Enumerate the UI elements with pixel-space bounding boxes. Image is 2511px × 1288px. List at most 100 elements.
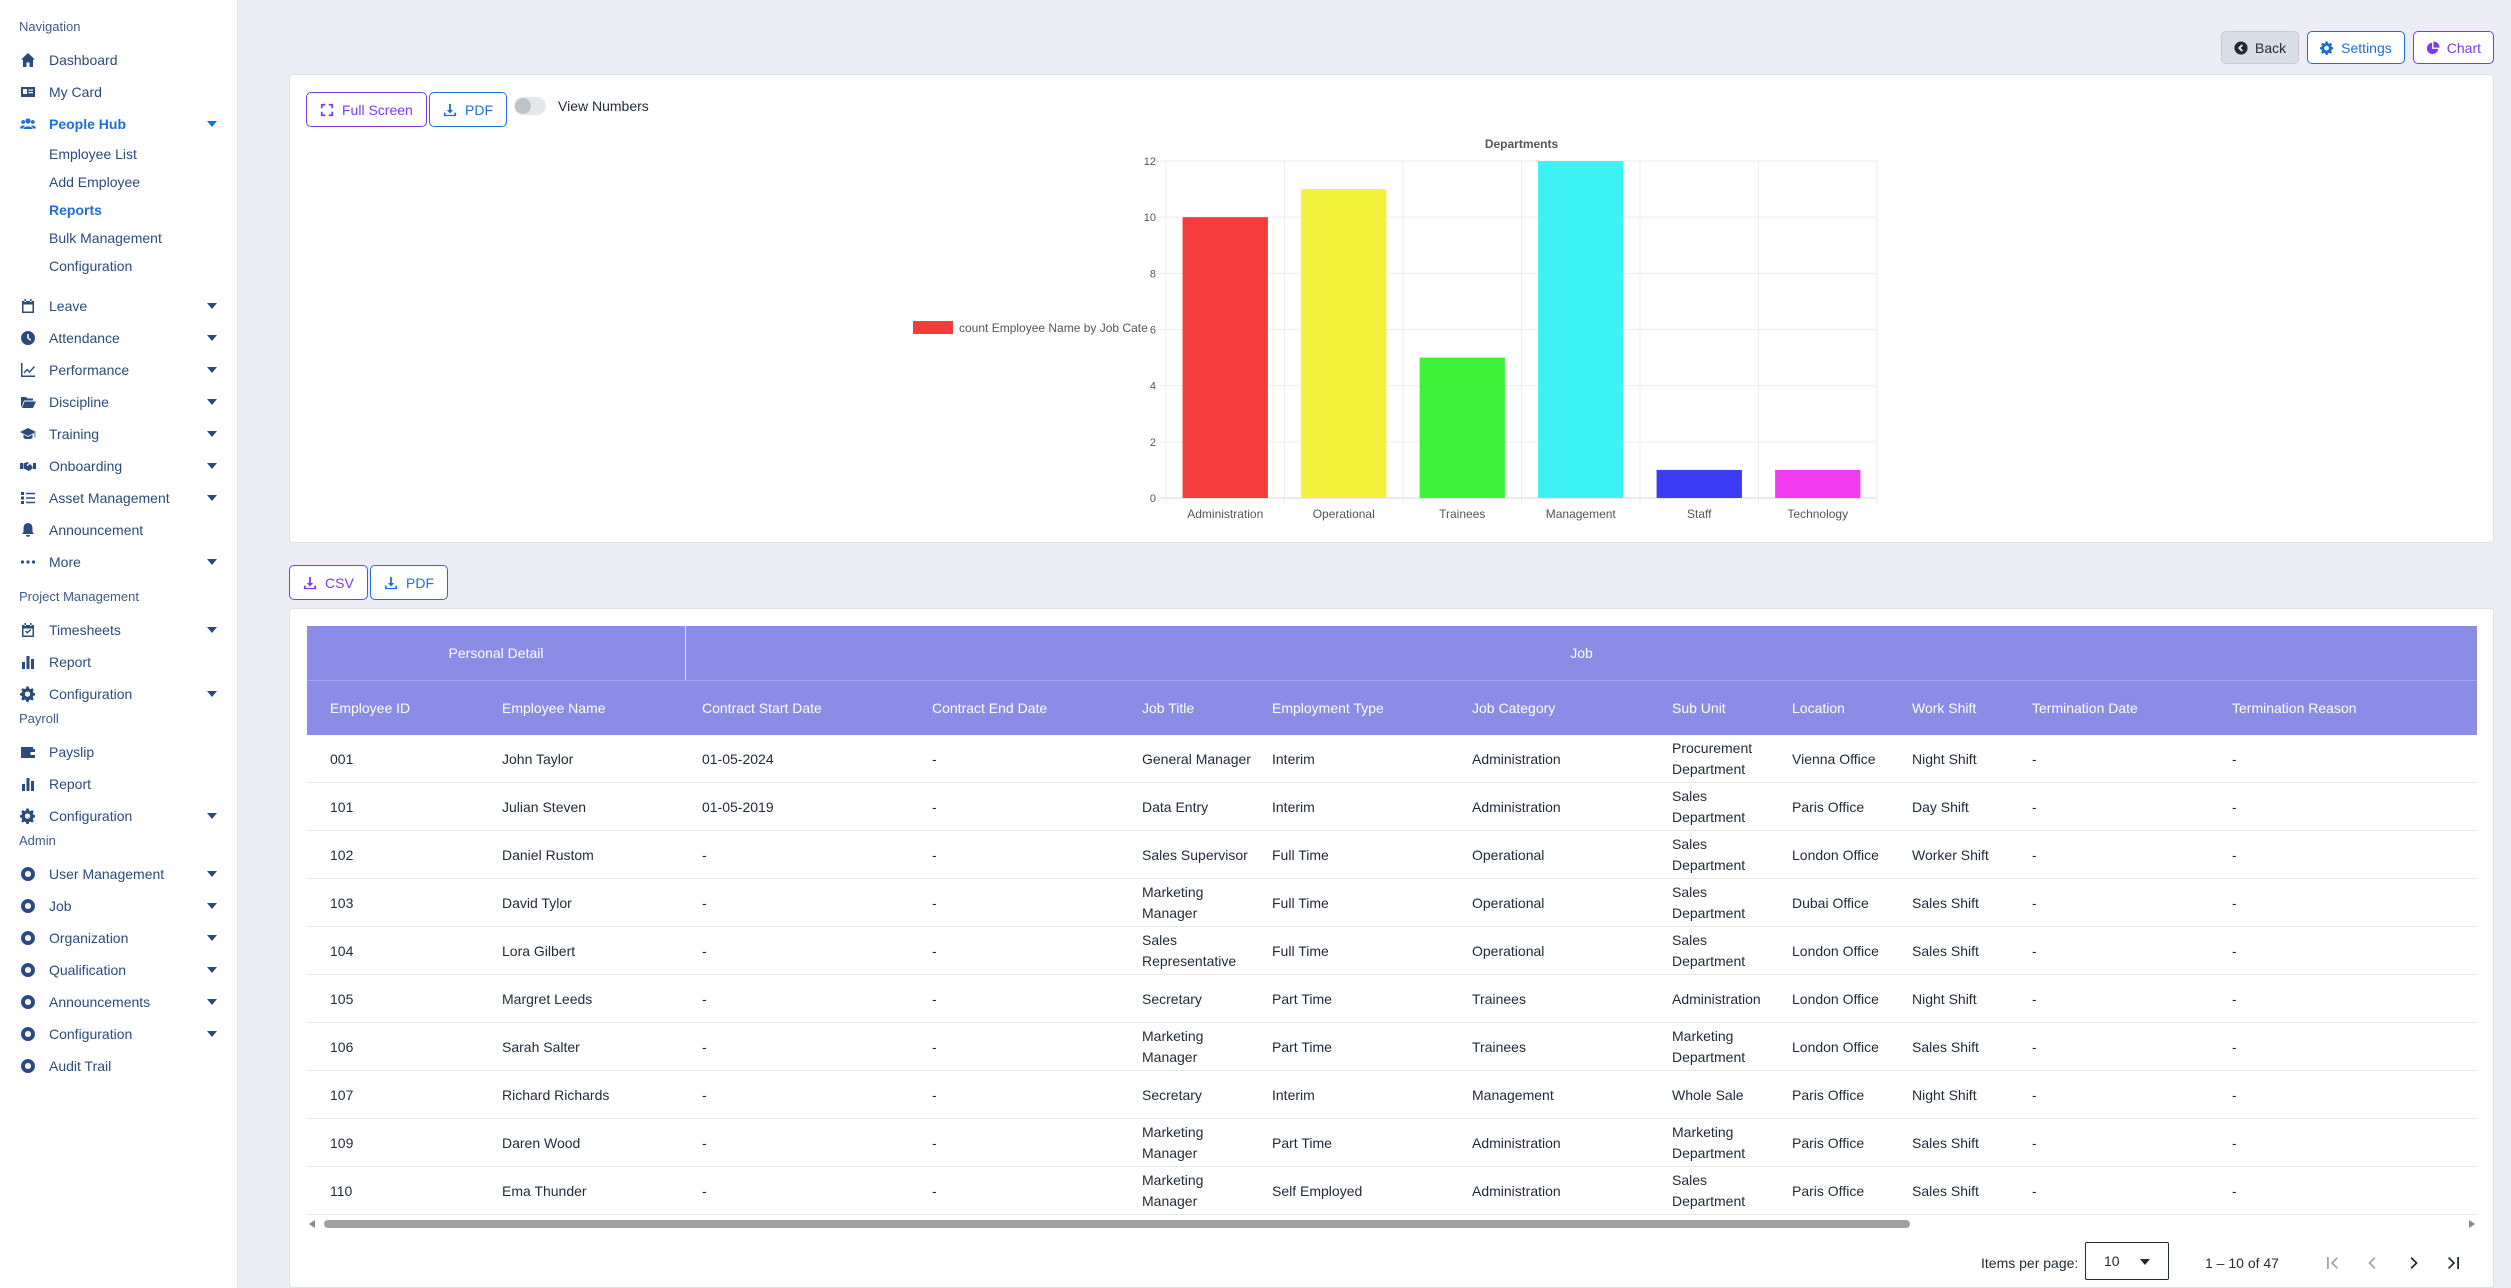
sidebar-subitem-bulk-management[interactable]: Bulk Management	[49, 230, 162, 246]
chart-pdf-button[interactable]: PDF	[429, 92, 507, 127]
sidebar-item-performance[interactable]: Performance	[0, 354, 237, 386]
sidebar-item-discipline[interactable]: Discipline	[0, 386, 237, 418]
sidebar-item-leave[interactable]: Leave	[0, 290, 237, 322]
toggle-track[interactable]	[514, 97, 546, 115]
sidebar-item-label: Attendance	[49, 330, 120, 346]
table-pdf-button[interactable]: PDF	[370, 565, 448, 600]
sidebar-item-people-hub[interactable]: People Hub	[0, 108, 237, 140]
column-header-contract-start-date[interactable]: Contract Start Date	[702, 700, 822, 716]
cell-termination-reason: -	[2232, 798, 2237, 815]
column-header-termination-reason[interactable]: Termination Reason	[2232, 700, 2357, 716]
column-header-job-category[interactable]: Job Category	[1472, 700, 1556, 716]
legend-swatch	[913, 321, 953, 334]
full-screen-button[interactable]: Full Screen	[306, 92, 427, 127]
csv-button[interactable]: CSV	[289, 565, 368, 600]
gear-icon	[19, 807, 37, 825]
sidebar-item-asset-management[interactable]: Asset Management	[0, 482, 237, 514]
table-row[interactable]: 001 John Taylor 01-05-2024 - General Manager…	[307, 735, 2477, 783]
dropdown-arrow-icon	[2140, 1259, 2150, 1265]
table-row[interactable]: 103 David Tylor - - Marketing Manager Full Ti…	[307, 879, 2477, 927]
table-row[interactable]: 107 Richard Richards - - Secretary Interim Man…	[307, 1071, 2477, 1119]
view-numbers-toggle[interactable]: View Numbers	[514, 97, 649, 115]
sidebar-item-announcements[interactable]: Announcements	[0, 986, 237, 1018]
x-tick-label: Management	[1546, 507, 1617, 521]
scroll-right-icon[interactable]	[2469, 1220, 2475, 1228]
column-header-contract-end-date[interactable]: Contract End Date	[932, 700, 1048, 716]
table-row[interactable]: 104 Lora Gilbert - - Sales Representative Ful…	[307, 927, 2477, 975]
id-card-icon	[19, 83, 37, 101]
sidebar-item-training[interactable]: Training	[0, 418, 237, 450]
items-per-page-select[interactable]: 10	[2085, 1242, 2169, 1280]
cell-termination-reason: -	[2232, 990, 2237, 1007]
gear-icon	[2320, 40, 2334, 55]
chevron-down-icon	[207, 431, 217, 437]
column-header-job-title[interactable]: Job Title	[1142, 700, 1195, 716]
sidebar-item-qualification[interactable]: Qualification	[0, 954, 237, 986]
cell-work-shift: Sales Shift	[1912, 1134, 1979, 1151]
sidebar-item-dashboard[interactable]: Dashboard	[0, 44, 237, 76]
circle-icon	[19, 961, 37, 979]
column-header-employment-type[interactable]: Employment Type	[1272, 700, 1384, 716]
back-button[interactable]: Back	[2221, 31, 2300, 64]
table-row[interactable]: 102 Daniel Rustom - - Sales Supervisor Full T…	[307, 831, 2477, 879]
first-page-icon[interactable]	[2321, 1251, 2345, 1275]
sidebar-item-my-card[interactable]: My Card	[0, 76, 237, 108]
table-row[interactable]: 106 Sarah Salter - - Marketing Manager Part T…	[307, 1023, 2477, 1071]
sidebar-item-report-pm[interactable]: Report	[0, 646, 237, 678]
column-header-termination-date[interactable]: Termination Date	[2032, 700, 2138, 716]
table-row[interactable]: 101 Julian Steven 01-05-2019 - Data Entry Int…	[307, 783, 2477, 831]
column-header-work-shift[interactable]: Work Shift	[1912, 700, 1977, 716]
scroll-thumb[interactable]	[324, 1220, 1910, 1228]
previous-page-icon[interactable]	[2361, 1251, 2385, 1275]
sidebar-item-label: Configuration	[49, 1026, 133, 1042]
sidebar-item-configuration-payroll[interactable]: Configuration	[0, 800, 237, 832]
sidebar-item-payslip[interactable]: Payslip	[0, 736, 237, 768]
cell-contract-end-date: -	[932, 1134, 937, 1151]
horizontal-scrollbar[interactable]	[307, 1217, 2477, 1231]
sidebar-subitem-employee-list[interactable]: Employee List	[49, 146, 137, 162]
cell-location: Dubai Office	[1792, 894, 1869, 911]
sidebar-subitem-add-employee[interactable]: Add Employee	[49, 174, 141, 190]
table-row[interactable]: 105 Margret Leeds - - Secretary Part Time Trai…	[307, 975, 2477, 1023]
sidebar-item-configuration-pm[interactable]: Configuration	[0, 678, 237, 710]
y-tick-label: 10	[1144, 212, 1156, 224]
chart-button[interactable]: Chart	[2412, 31, 2494, 64]
sidebar-item-configuration-admin[interactable]: Configuration	[0, 1018, 237, 1050]
calendar-icon	[19, 297, 37, 315]
column-header-sub-unit[interactable]: Sub Unit	[1672, 700, 1726, 716]
sidebar-item-more[interactable]: More	[0, 546, 237, 578]
sidebar-item-timesheets[interactable]: Timesheets	[0, 614, 237, 646]
download-icon	[384, 576, 398, 589]
sidebar-subitem-configuration[interactable]: Configuration	[49, 258, 133, 274]
cell-contract-end-date: -	[932, 894, 937, 911]
column-header-employee-name[interactable]: Employee Name	[502, 700, 606, 716]
top-actions: Back Settings Chart	[2221, 31, 2494, 64]
table-row[interactable]: 109 Daren Wood - - Marketing Manager Part Tim…	[307, 1119, 2477, 1167]
sidebar-subitem-reports[interactable]: Reports	[49, 202, 102, 218]
next-page-icon[interactable]	[2401, 1251, 2425, 1275]
scroll-left-icon[interactable]	[309, 1220, 315, 1228]
sidebar-item-announcement[interactable]: Announcement	[0, 514, 237, 546]
sidebar-item-attendance[interactable]: Attendance	[0, 322, 237, 354]
sidebar-item-organization[interactable]: Organization	[0, 922, 237, 954]
cell-job-title: Marketing Manager	[1142, 1124, 1204, 1161]
cell-employment-type: Part Time	[1272, 990, 1332, 1007]
sidebar-item-label: Organization	[49, 930, 129, 946]
sidebar-item-job[interactable]: Job	[0, 890, 237, 922]
legend-label: count Employee Name by Job Cate	[959, 321, 1148, 335]
column-header-employee-id[interactable]: Employee ID	[330, 700, 411, 716]
last-page-icon[interactable]	[2441, 1251, 2465, 1275]
sidebar-item-audit-trail[interactable]: Audit Trail	[0, 1050, 237, 1082]
sidebar-item-onboarding[interactable]: Onboarding	[0, 450, 237, 482]
clock-icon	[19, 329, 37, 347]
cell-sub-unit: Marketing Department	[1672, 1028, 1746, 1065]
sidebar-item-label: Qualification	[49, 962, 127, 978]
column-header-location[interactable]: Location	[1792, 700, 1845, 716]
cell-job-title: Secretary	[1142, 1086, 1202, 1103]
cell-employment-type: Full Time	[1272, 846, 1329, 863]
sidebar-item-user-management[interactable]: User Management	[0, 858, 237, 890]
cell-employee-id: 001	[330, 750, 354, 767]
sidebar-item-report-payroll[interactable]: Report	[0, 768, 237, 800]
settings-button[interactable]: Settings	[2307, 31, 2405, 64]
table-row[interactable]: 110 Ema Thunder - - Marketing Manager Self Em…	[307, 1167, 2477, 1215]
